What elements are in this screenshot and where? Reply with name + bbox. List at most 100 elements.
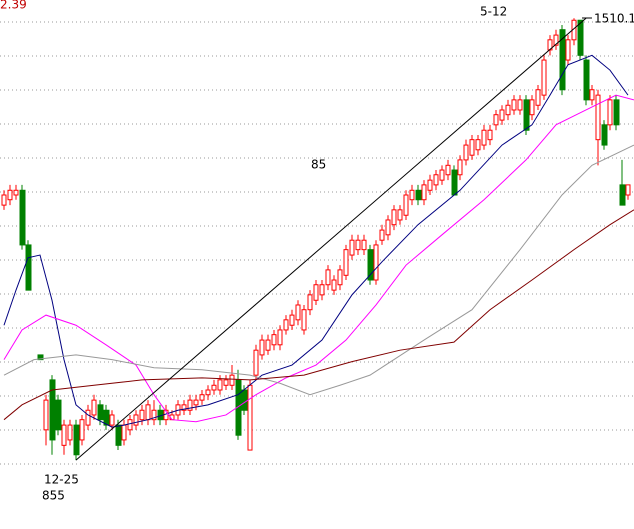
candle-body [73,424,80,456]
candle-body [67,424,73,441]
candle-body [103,409,110,426]
candle-body [61,424,67,446]
candle-body [589,89,595,101]
candle-body [529,99,535,116]
candle-body [415,189,422,201]
candle-body [79,419,85,441]
candle-body [97,404,104,421]
candle-body [595,94,601,141]
candle-body [223,379,229,386]
candle-body [457,159,463,176]
candle-body [55,399,62,431]
candle-body [439,169,445,181]
candle-body [271,334,277,346]
candle-body [541,59,547,96]
candle-body [469,139,475,156]
candle-body [331,279,337,291]
candle-body [337,269,343,286]
candle-body [565,39,571,61]
candle-body [277,329,283,346]
candle-body [307,294,313,311]
candle-body [253,349,259,376]
candle-body [241,389,248,411]
candle-body [283,319,289,331]
candle-body [139,409,145,421]
candle-body [367,249,374,281]
candle-body [145,404,151,421]
candle-body [259,339,265,356]
candle-body [343,249,349,276]
candle-body [625,184,631,196]
candle-body [85,409,91,426]
candle-body [25,244,32,291]
moving-average [3,144,634,396]
candle-body [463,144,469,161]
candle-body [361,239,367,251]
candle-body [397,209,403,221]
candle-body [151,409,157,421]
grid [0,21,634,465]
annotation: 5-12 [480,5,507,19]
candle-body [295,304,301,321]
candle-body [1,194,7,206]
candle-body [91,399,97,416]
candle-body [187,399,193,411]
candle-body [37,354,44,361]
candle-body [19,189,26,246]
candle-body [7,189,13,201]
annotation: 85 [311,158,326,172]
candle-body [211,384,217,391]
trend-line [75,17,587,461]
candle-body [493,114,499,126]
candle-body [619,184,626,206]
candle-body [535,89,541,106]
candle-body [613,99,620,126]
candle-body [229,374,235,386]
candle-body [43,399,49,431]
annotation: 12-25 [44,473,79,487]
candle-body [49,379,56,441]
candle-body [355,239,361,251]
annotation: 2.39 [0,0,27,12]
candle-body [487,129,493,141]
annotation: 855 [42,489,65,503]
candle-body [433,174,439,186]
candle-body [505,104,511,116]
candle-body [475,139,481,151]
moving-average [3,94,634,423]
candle-body [193,399,199,406]
candle-body [247,384,253,451]
candle-body [127,419,133,431]
candle-body [553,34,559,46]
candle-body [13,189,19,196]
candle-body [427,179,433,191]
candle-body [121,424,127,441]
candle-body [181,404,187,411]
candle-body [409,189,415,201]
candle-body [115,424,122,446]
candle-body [133,414,139,426]
candle-body [601,124,608,146]
candle-body [325,269,331,286]
candle-body [319,284,325,296]
candle-body [481,129,487,146]
candle-body [559,29,566,91]
candle-body [421,184,427,201]
candle-body [109,414,115,426]
moving-average [3,54,629,428]
candle-body [301,309,307,331]
annotation: 1510.1 [594,12,634,26]
candle-body [445,164,451,176]
candle-body [289,314,295,326]
candle-body [511,99,517,111]
candle-body [523,99,530,131]
candle-body [403,194,409,216]
candle-body [373,244,379,281]
candle-body [385,219,391,236]
candle-body [451,169,458,196]
candle-body [265,339,271,351]
candle-body [607,99,613,126]
candle-body [577,19,584,56]
candle-body [313,284,319,301]
candle-body [517,99,523,111]
